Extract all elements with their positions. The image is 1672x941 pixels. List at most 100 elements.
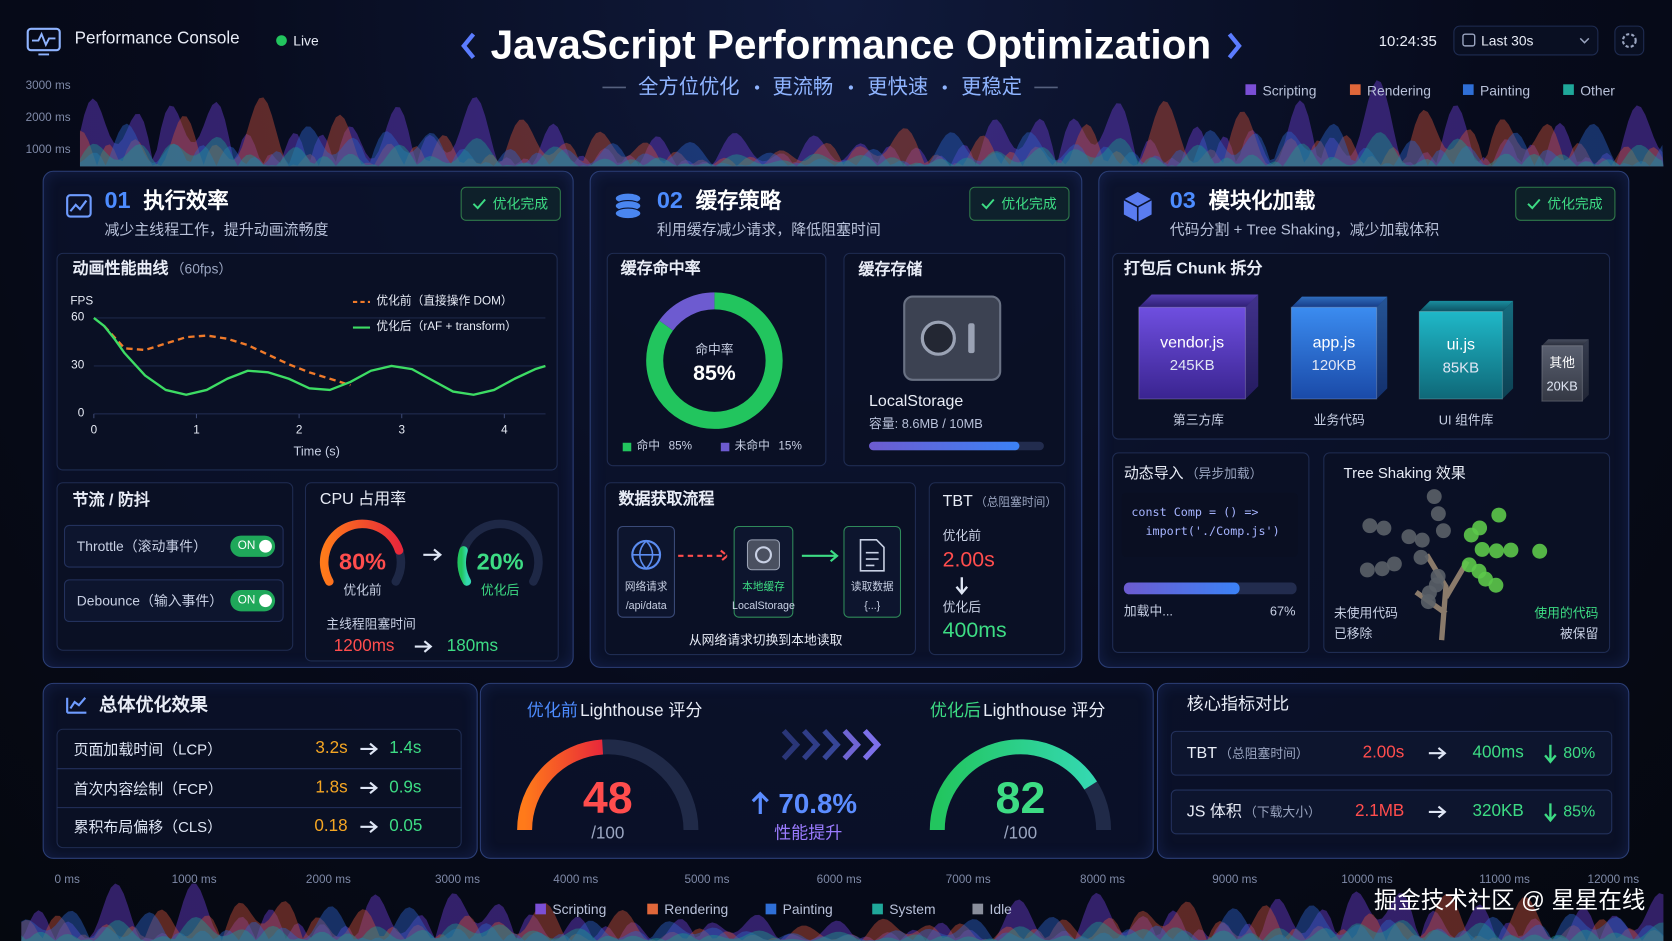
gauge-value-label-part: 20% <box>476 548 524 576</box>
chunk-size: 120KB <box>1312 357 1357 372</box>
legend-label-part: Scripting <box>1262 82 1317 99</box>
label: 命中率 <box>695 344 733 357</box>
chunk-name-part: 其他 <box>1549 355 1575 371</box>
legend-swatch <box>647 903 658 915</box>
leaf <box>1532 543 1548 559</box>
chunk-caption-part: UI 组件库 <box>1438 412 1494 428</box>
legend-label-part: Painting <box>782 900 833 918</box>
label-part: 优化后 <box>942 599 982 615</box>
leaf <box>1461 557 1477 573</box>
label: 已移除 <box>1334 627 1372 640</box>
x-tick-label-part: 0 <box>90 424 98 437</box>
y-tick-label-part: 60 <box>71 311 85 324</box>
icon <box>69 199 88 212</box>
label-part: 动态导入 <box>1123 464 1184 482</box>
chunk-top <box>1138 294 1259 308</box>
label: 核心指标对比 <box>1187 696 1289 714</box>
icon <box>1123 198 1152 222</box>
label-part: 主线程阻塞时间 <box>326 616 416 632</box>
label: 1.8s <box>315 779 347 796</box>
label-part: 缓存存储 <box>858 260 923 279</box>
chunk-side <box>1376 296 1388 400</box>
score-max-part: /100 <box>591 824 625 843</box>
label-part: 缓存命中率 <box>620 259 701 278</box>
legend-label: 优化后（rAF + transform） <box>376 321 516 334</box>
label-part: TBT <box>1186 744 1218 763</box>
subtitle-part: 更流畅 <box>772 76 834 99</box>
range-select[interactable] <box>1453 25 1599 56</box>
app-icon-line <box>31 31 56 56</box>
range-label: Last 30s <box>1481 34 1533 48</box>
arrow-down <box>1544 803 1557 823</box>
chevron <box>862 729 882 761</box>
section-title-part: 01 <box>104 186 131 214</box>
label: 加载中... <box>1124 605 1173 618</box>
legend-swatch <box>622 442 632 452</box>
gear <box>1621 33 1637 49</box>
label: 0.9s <box>389 779 421 796</box>
chunk-size-part: 85KB <box>1442 358 1480 376</box>
safe-icon <box>746 539 780 571</box>
axis-label-part: 5000 ms <box>684 873 730 887</box>
legend-label-part: System <box>889 900 936 918</box>
axis-label: 11000 ms <box>1479 874 1530 886</box>
x-tick-label: 2 <box>296 425 303 437</box>
legend-label-part: 85% <box>668 440 693 453</box>
label: {...} <box>864 601 880 613</box>
live-dot <box>276 35 287 46</box>
legend-label-part: Idle <box>989 900 1012 918</box>
chunk-name: app.js <box>1313 334 1356 350</box>
subtitle: 更稳定 <box>961 77 1022 97</box>
section-title-part: 03 <box>1169 186 1196 214</box>
label-part: 0.9s <box>389 778 422 797</box>
chevron <box>781 729 801 761</box>
axis-label: 1000 ms <box>26 144 71 157</box>
legend-swatch <box>972 903 984 915</box>
chevron-right <box>1227 32 1242 59</box>
axis-label-part: 0 ms <box>54 873 80 887</box>
score-max: /100 <box>1004 825 1037 843</box>
live-status: Live <box>293 34 318 48</box>
label-part: 本地缓存 <box>742 581 785 594</box>
label-part: 180ms <box>446 636 498 656</box>
label: Throttle（滚动事件） <box>77 539 207 553</box>
arrow <box>678 549 729 563</box>
axis-label: 5000 ms <box>684 874 729 886</box>
label-part: CPU 占用率 <box>319 490 407 509</box>
range-label-part: Last 30s <box>1481 32 1534 49</box>
improvement: 70.8% <box>778 790 857 818</box>
timeline-strip <box>79 97 1664 167</box>
y-tick-label-part: 30 <box>71 359 85 372</box>
gauge-caption-part: 优化后 <box>480 582 520 598</box>
safe-handle <box>968 323 975 354</box>
label: 180ms <box>446 636 498 656</box>
cpu-box <box>304 482 559 662</box>
settings-button[interactable] <box>1614 25 1645 56</box>
chunk-top <box>1291 296 1388 308</box>
label: 读取数据 <box>851 582 894 594</box>
label-part: 使用的代码 <box>1534 605 1599 621</box>
legend-label: 优化前（直接操作 DOM） <box>376 296 512 308</box>
label: 2.00s <box>943 549 995 570</box>
x-tick-label-part: 3 <box>398 424 405 437</box>
chunk-side <box>1582 339 1589 402</box>
chunk-caption: UI 组件库 <box>1439 414 1494 427</box>
gauge-title-part: 优化前 <box>526 702 578 721</box>
subtitle: 全方位优化 <box>638 77 739 97</box>
chunk-caption: 业务代码 <box>1314 414 1365 427</box>
label: 首次内容绘制（FCP） <box>74 780 223 795</box>
axis-label-part: 3000 ms <box>434 873 480 887</box>
gauge-caption: 优化前 <box>343 584 381 597</box>
arrow <box>360 742 379 756</box>
globe-icon <box>632 540 661 570</box>
label: 0.05 <box>389 818 422 835</box>
label: /api/data <box>626 601 667 613</box>
gauge-value-label: 20% <box>476 548 524 576</box>
legend-label-part: 15% <box>778 440 802 453</box>
arrow-down <box>1544 744 1557 764</box>
leaf <box>1374 561 1390 577</box>
chunk <box>1290 306 1378 400</box>
toggle-state-part: ON <box>237 593 256 607</box>
label: JS 体积 （下载大小） <box>1187 804 1321 820</box>
